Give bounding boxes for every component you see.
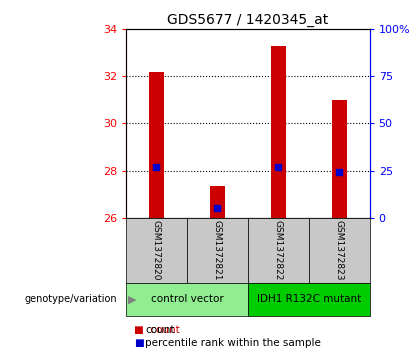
Text: GSM1372822: GSM1372822 — [274, 220, 283, 281]
Bar — [126, 283, 248, 316]
Text: GSM1372820: GSM1372820 — [152, 220, 161, 281]
Bar — [248, 283, 370, 316]
Bar — [210, 186, 225, 218]
Bar — [270, 46, 286, 218]
Text: GSM1372823: GSM1372823 — [335, 220, 344, 281]
Bar — [248, 218, 309, 283]
Text: percentile rank within the sample: percentile rank within the sample — [145, 338, 321, 348]
Point — [275, 164, 282, 170]
Bar — [187, 218, 248, 283]
Title: GDS5677 / 1420345_at: GDS5677 / 1420345_at — [167, 13, 328, 26]
Point — [153, 164, 160, 170]
Point — [214, 205, 221, 211]
Text: ■  count: ■ count — [134, 325, 180, 335]
Text: count: count — [145, 325, 174, 335]
Text: control vector: control vector — [150, 294, 223, 305]
Bar — [331, 100, 347, 218]
Point — [336, 170, 343, 175]
Text: genotype/variation: genotype/variation — [25, 294, 118, 305]
Bar — [309, 218, 370, 283]
Text: ▶: ▶ — [128, 294, 136, 305]
Bar — [126, 218, 187, 283]
Text: ■: ■ — [134, 338, 144, 348]
Text: IDH1 R132C mutant: IDH1 R132C mutant — [257, 294, 361, 305]
Bar — [149, 72, 164, 218]
Text: GSM1372821: GSM1372821 — [213, 220, 222, 281]
